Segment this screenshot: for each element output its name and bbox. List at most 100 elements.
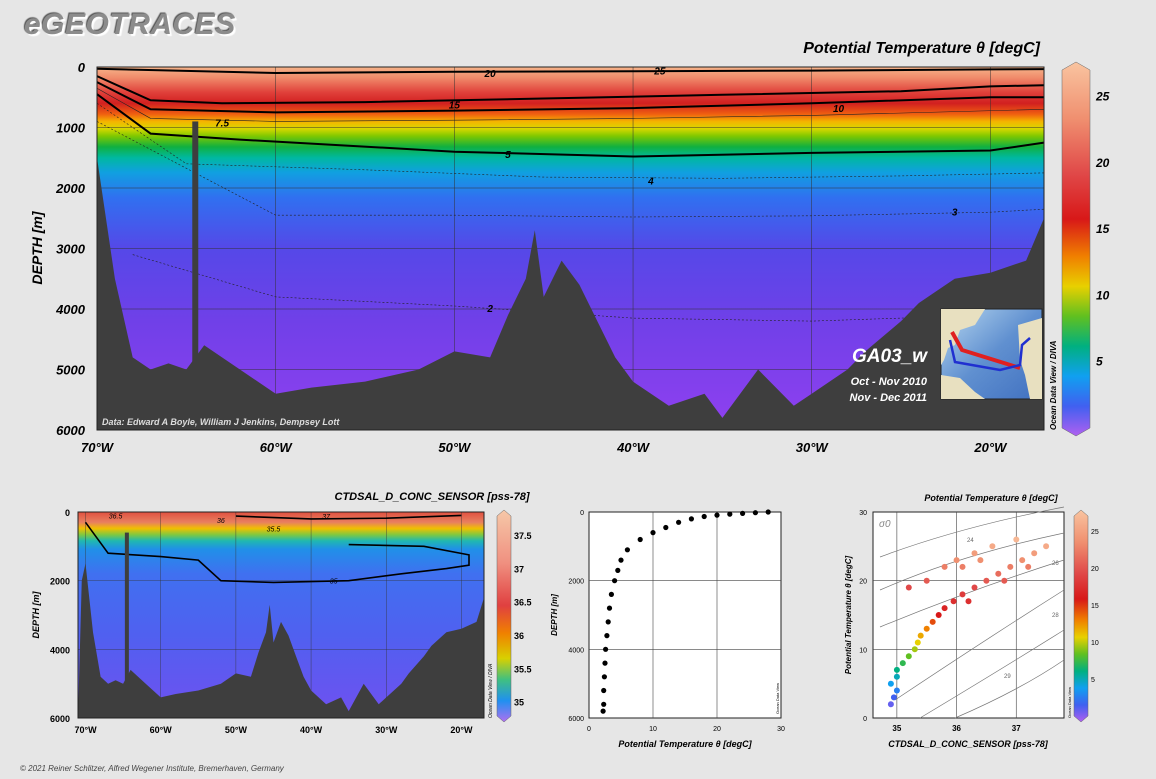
main-colorbar-tick: 5 [1096,355,1103,369]
contour-label-15: 15 [449,101,461,112]
salinity-x-tick-labels: 70°W 60°W 50°W 40°W 30°W 20°W [74,725,473,735]
profile-point [676,519,682,525]
ts-isopycnal-label-26: 26 [1052,561,1059,567]
ts-point [971,584,978,591]
ts-isopycnals [879,506,1065,719]
main-x-tick: 30°W [796,440,830,455]
main-bathymetry [97,157,1044,431]
contour-10 [96,81,1044,114]
profile-point [606,605,613,611]
profile-point [612,578,618,584]
main-colorbar-bar [1061,61,1091,437]
ts-point [953,557,960,564]
profile-y-tick: 0 [580,510,584,517]
contour-3 [96,121,1045,218]
ts-colorbar-tick: 15 [1091,603,1099,610]
ts-point [923,577,930,584]
main-y-axis-label: DEPTH [m] [29,210,45,284]
ts-colorbar-tick: 20 [1091,566,1099,573]
main-y-tick: 3000 [56,242,86,257]
ts-colorbar-tick: 10 [1091,640,1099,647]
app-title: eGEOTRACES [24,8,236,41]
salinity-colorbar-tick: 35 [514,698,524,708]
ts-point [1019,557,1026,564]
ts-point [1013,536,1020,543]
salinity-contour-labels: 36.5 36 37 35.5 35 [109,513,338,585]
salinity-colorbar-label: Ocean Data View / DIVA [488,663,494,718]
salinity-x-tick: 30°W [375,725,398,735]
profile-points [600,509,771,714]
profile-point [727,511,733,517]
ts-colorbar-label: Ocean Data View [1067,687,1072,718]
ts-y-tick-labels: 0 10 20 30 [859,510,867,723]
ts-point [914,639,921,646]
salinity-title: CTDSAL_D_CONC_SENSOR [pss-78] [335,491,530,503]
profile-point [714,512,720,518]
main-contour-labels: 20 25 15 10 7.5 5 4 3 2 [215,67,958,315]
main-y-tick: 2000 [55,181,86,196]
ts-point [887,701,894,708]
ts-point [1031,550,1038,557]
profile-point [604,633,610,639]
salinity-colorbar-tick: 36.5 [514,598,532,608]
ts-point [995,570,1002,577]
salinity-x-tick: 60°W [150,725,173,735]
inset-map [940,308,1043,400]
main-contours [96,67,1045,322]
section-name: GA03_w [852,346,928,367]
profile-point [608,591,615,598]
contour-label-20: 20 [484,69,497,80]
ts-colorbar-bar [1073,509,1089,723]
salinity-y-tick: 0 [65,508,70,518]
salinity-colorbar-tick: 37.5 [514,531,532,541]
salinity-colorbar: 37.5 37 36.5 36 35.5 35 Ocean Data View / DIV… [488,509,532,723]
ts-sigma-label: σ0 [879,519,891,530]
salinity-bathymetry [78,563,484,718]
ts-point [893,673,900,680]
ts-colorbar-tick: 5 [1091,677,1095,684]
main-x-tick: 50°W [438,440,472,455]
main-grid [96,67,1044,430]
profile-x-axis-label: Potential Temperature θ [degC] [618,739,752,749]
profile-point [688,516,695,522]
ts-point [1025,563,1032,570]
section-date-1: Oct - Nov 2010 [851,376,928,388]
main-colorbar-tick: 10 [1096,288,1110,302]
salinity-contour-label: 36 [217,518,225,525]
ts-point [959,591,966,598]
ts-x-tick: 36 [952,724,961,733]
ts-plot-area [872,511,1065,719]
main-x-tick: 60°W [260,440,294,455]
profile-point [603,646,609,652]
contour-4 [96,103,1045,179]
salinity-contour-label: 37 [322,514,331,521]
contour-label-5: 5 [505,150,511,161]
profile-plot-panel: 0 2000 4000 6000 0 10 20 30 Potential Temperat… [550,509,785,749]
ts-point [917,632,924,639]
contour-5 [96,93,1045,158]
profile-x-tick-labels: 0 10 20 30 [587,726,785,733]
ts-y-tick: 10 [859,647,867,654]
ts-point [950,598,957,605]
main-colorbar-label: Ocean Data View / DIVA [1049,340,1058,430]
main-data-credit: Data: Edward A Boyle, William J Jenkins,… [102,417,340,427]
contour-15 [96,75,1045,105]
main-x-tick: 40°W [616,440,651,455]
ts-point [890,694,897,701]
ts-x-tick: 37 [1012,724,1021,733]
contour-20 [96,67,1045,75]
salinity-section-panel: CTDSAL_D_CONC_SENSOR [pss-78] 36.5 36 37 35… [31,491,532,735]
profile-x-tick: 30 [777,726,785,733]
ts-isopycnal-label-24: 24 [967,538,974,544]
main-colorbar-tick: 25 [1095,90,1110,104]
main-x-tick: 20°W [973,440,1008,455]
salinity-x-tick: 40°W [300,725,323,735]
profile-point [650,530,656,536]
salinity-contour-37 [235,514,462,520]
salinity-colorbar-bar [496,509,512,723]
ts-isopycnal-label-28: 28 [1052,613,1059,619]
contour-7.5 [96,87,1045,122]
profile-y-tick: 6000 [568,716,584,723]
main-y-tick: 4000 [55,302,86,317]
ts-point [941,563,948,570]
